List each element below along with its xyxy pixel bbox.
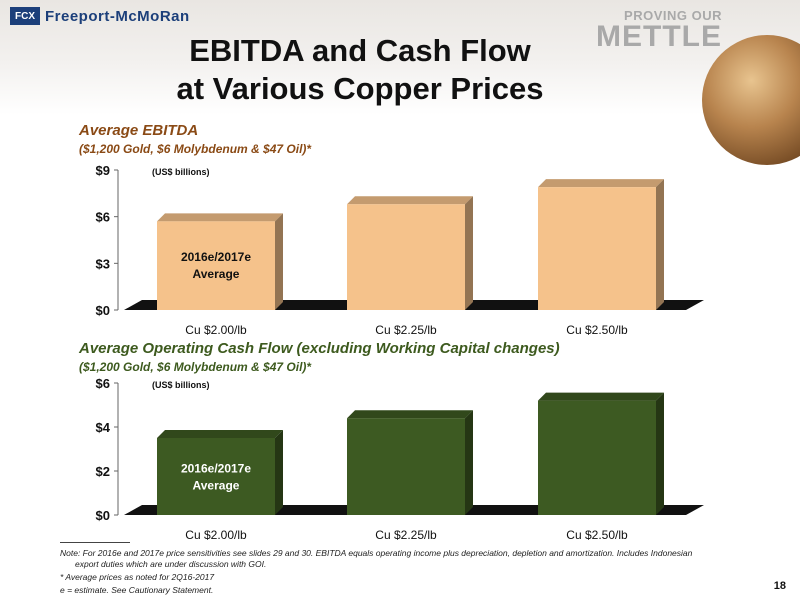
y-tick-label: $9 [96,163,110,178]
slide-title-line1: EBITDA and Cash Flow [189,33,531,68]
x-category-label: Cu $2.00/lb [185,528,247,540]
tagline-line1: PROVING OUR [624,8,722,23]
bar-side [465,410,473,515]
bar-top [347,196,473,205]
bar-top [157,213,283,222]
cashflow-chart-subtitle: ($1,200 Gold, $6 Molybdenum & $47 Oil)* [79,360,312,374]
bar-top [347,410,473,419]
x-category-label: Cu $2.25/lb [375,323,437,337]
bar-annotation-line2: Average [193,479,240,493]
footnote-note-line2: export duties which are under discussion… [75,559,267,569]
y-tick-label: $4 [96,420,111,435]
bar-top [538,392,664,401]
bar-side [275,430,283,515]
y-tick-label: $0 [96,303,110,318]
bar-top [157,430,283,438]
bar [538,400,656,515]
bar-top [538,179,664,188]
header-band [0,0,800,115]
y-tick-label: $3 [96,256,110,271]
bar-side [275,213,283,310]
x-category-label: Cu $2.50/lb [566,528,628,540]
ebitda-chart-subtitle: ($1,200 Gold, $6 Molybdenum & $47 Oil)* [79,142,312,156]
ebitda-chart: $0 $3 $6 $9 (US$ billions) Cu $2.00/lb 2016e/2… [96,163,704,337]
bar-side [465,196,473,310]
x-category-label: Cu $2.50/lb [566,323,628,337]
bar-annotation-line1: 2016e/2017e [181,250,251,264]
logo-mark-icon: FCX [10,7,40,25]
y-tick-label: $6 [96,376,110,391]
bar [157,221,275,310]
x-category-label: Cu $2.25/lb [375,528,437,540]
unit-label: (US$ billions) [152,380,210,390]
y-tick-label: $0 [96,508,110,523]
company-name: Freeport-McMoRan [45,7,190,25]
tagline: PROVING OUR METTLE [596,8,722,53]
x-category-label: Cu $2.00/lb [185,323,247,337]
bar-annotation-line1: 2016e/2017e [181,462,251,476]
bar-side [656,392,664,515]
y-tick-label: $6 [96,210,110,225]
bar-annotation-line2: Average [193,267,240,281]
y-tick-label: $2 [96,464,110,479]
bar [157,438,275,515]
footnote-rule [60,542,130,543]
bar [347,204,465,310]
bar [347,418,465,515]
page-number: 18 [773,580,786,592]
cashflow-chart: $0 $2 $4 $6 (US$ billions) Cu $2.00/lb 2016e/2… [96,376,704,540]
ebitda-chart-title: Average EBITDA [79,122,199,139]
bar [538,187,656,310]
bar-side [656,179,664,310]
cashflow-chart-title: Average Operating Cash Flow (excluding W… [79,340,560,357]
footnote-star: * Average prices as noted for 2Q16-2017 [60,572,215,582]
tagline-line2: METTLE [596,20,722,53]
company-logo: FCX Freeport-McMoRan [10,7,190,25]
globe-icon [702,35,800,165]
unit-label: (US$ billions) [152,167,210,177]
footnote-note-line1: Note: For 2016e and 2017e price sensitiv… [60,548,693,558]
footnote-estimate: e = estimate. See Cautionary Statement. [60,585,214,595]
slide-title-line2: at Various Copper Prices [176,71,544,106]
